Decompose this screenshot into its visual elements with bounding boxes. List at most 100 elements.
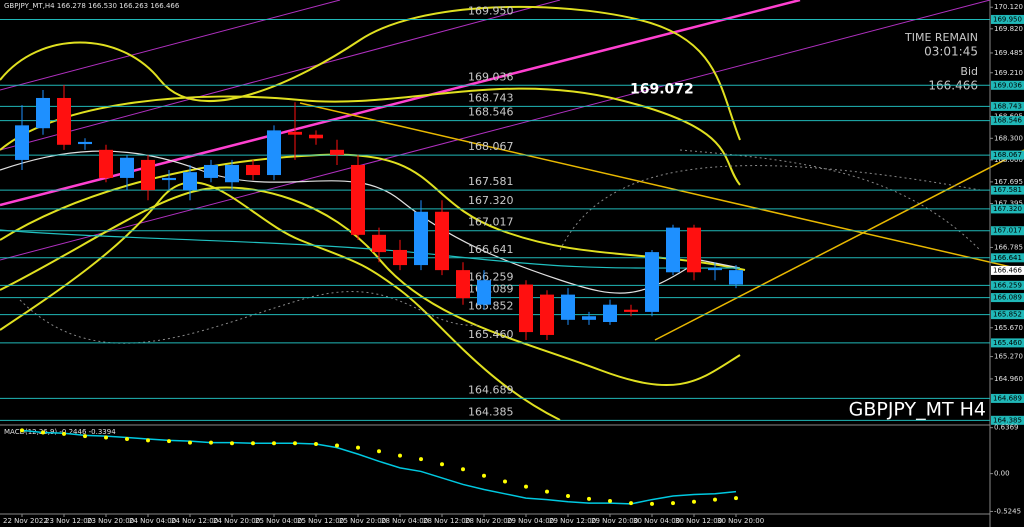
level-label: 169.950	[468, 4, 514, 17]
ichimoku	[19, 149, 981, 344]
level-label: 166.259	[468, 270, 514, 283]
level-label: 167.017	[468, 216, 514, 229]
bid-label: Bid	[960, 65, 978, 78]
level-axis-label: 166.259	[993, 281, 1022, 289]
y-tick-label: 165.670	[994, 324, 1023, 332]
level-box	[991, 150, 1024, 160]
level-label: 168.067	[468, 140, 514, 153]
trend-line	[299, 102, 1024, 271]
y-tick-label: 166.785	[994, 243, 1023, 251]
signal-dot	[209, 440, 213, 445]
signal-dot	[503, 479, 507, 484]
chart-title: GBPJPY_MT,H4 166.278 166.530 166.263 166…	[4, 2, 180, 10]
bollinger	[0, 87, 741, 186]
level-label: 169.036	[468, 70, 514, 83]
candle-body	[561, 294, 575, 320]
signal-dot	[524, 484, 528, 489]
macd-line	[21, 429, 737, 505]
y-tick-label: 167.395	[994, 199, 1023, 207]
y-tick-label: 168.300	[994, 134, 1023, 142]
candle-body	[645, 252, 659, 312]
candle-body	[99, 149, 113, 178]
trend-line	[654, 149, 1024, 341]
x-tick-label: 22 Nov 2022	[3, 517, 48, 525]
indicators	[0, 0, 1024, 421]
signal-dot	[398, 453, 402, 458]
channel-line	[0, 0, 991, 261]
level-axis-label: 165.460	[993, 339, 1022, 347]
signal-dot	[734, 496, 738, 501]
level-axis-label: 169.950	[993, 15, 1022, 23]
level-box	[991, 280, 1024, 290]
level-label: 168.743	[468, 91, 514, 104]
candle-body	[225, 164, 239, 183]
x-tick-label: 25 Nov 12:00	[297, 517, 344, 525]
candle-body	[435, 211, 449, 271]
signal-dot	[629, 501, 633, 506]
candle-body	[267, 130, 281, 176]
bollinger	[0, 181, 561, 421]
candle-body	[204, 164, 218, 178]
candle-body	[708, 267, 722, 271]
candle-body	[729, 270, 743, 285]
candle-body	[120, 157, 134, 178]
y-tick-label: 164.960	[994, 375, 1023, 383]
y-tick-label: 169.210	[994, 69, 1023, 77]
signal-dot	[293, 441, 297, 446]
x-tick-label: 28 Nov 20:00	[465, 517, 512, 525]
y-tick-label: 169.820	[994, 25, 1023, 33]
level-box	[991, 393, 1024, 403]
level-axis-label: 166.641	[993, 254, 1022, 262]
x-tick-label: 30 Nov 12:00	[675, 517, 722, 525]
level-box	[991, 80, 1024, 90]
candle-body	[162, 177, 176, 181]
time-remain: 03:01:45	[924, 45, 978, 59]
candle-body	[330, 149, 344, 155]
level-box	[991, 226, 1024, 236]
level-box	[991, 293, 1024, 303]
signal-dot	[713, 497, 717, 502]
signal-dot	[671, 501, 675, 506]
level-box	[991, 338, 1024, 348]
y-tick-label: 0.00	[994, 470, 1010, 478]
candle-body	[687, 227, 701, 273]
level-label: 167.581	[468, 175, 514, 188]
signal-dot	[272, 441, 276, 446]
candle-body	[78, 141, 92, 145]
signal-dot	[335, 443, 339, 448]
x-tick-label: 24 Nov 20:00	[213, 517, 260, 525]
level-box	[991, 185, 1024, 195]
level-box	[991, 415, 1024, 425]
signal-dot	[104, 435, 108, 440]
level-label: 166.641	[468, 243, 514, 256]
signal-dot	[20, 428, 24, 433]
x-tick-label: 23 Nov 20:00	[87, 517, 134, 525]
level-box	[991, 253, 1024, 263]
signal-dot	[62, 431, 66, 436]
candle-body	[540, 294, 554, 335]
level-axis-label: 164.689	[993, 394, 1022, 402]
signal-dot	[188, 440, 192, 445]
level-box	[991, 116, 1024, 126]
bollinger	[0, 186, 741, 386]
x-tick-label: 24 Nov 04:00	[129, 517, 176, 525]
signal-dot	[461, 467, 465, 472]
level-axis-label: 167.017	[993, 227, 1022, 235]
moving-average	[0, 150, 741, 294]
x-tick-label: 24 Nov 12:00	[171, 517, 218, 525]
signal-dot	[356, 445, 360, 450]
level-axis-label: 169.036	[993, 81, 1022, 89]
bollinger	[0, 5, 741, 141]
signal-dot	[566, 493, 570, 498]
candle-body	[603, 304, 617, 322]
x-tick-label: 28 Nov 04:00	[381, 517, 428, 525]
candle-body	[246, 164, 260, 176]
candle-body	[57, 97, 71, 145]
level-box	[991, 101, 1024, 111]
x-tick-label: 30 Nov 04:00	[633, 517, 680, 525]
y-tick-label: 168.000	[994, 156, 1023, 164]
signal-dot	[41, 430, 45, 435]
candle-body	[666, 227, 680, 273]
time-remain-label: TIME REMAIN	[904, 31, 978, 44]
